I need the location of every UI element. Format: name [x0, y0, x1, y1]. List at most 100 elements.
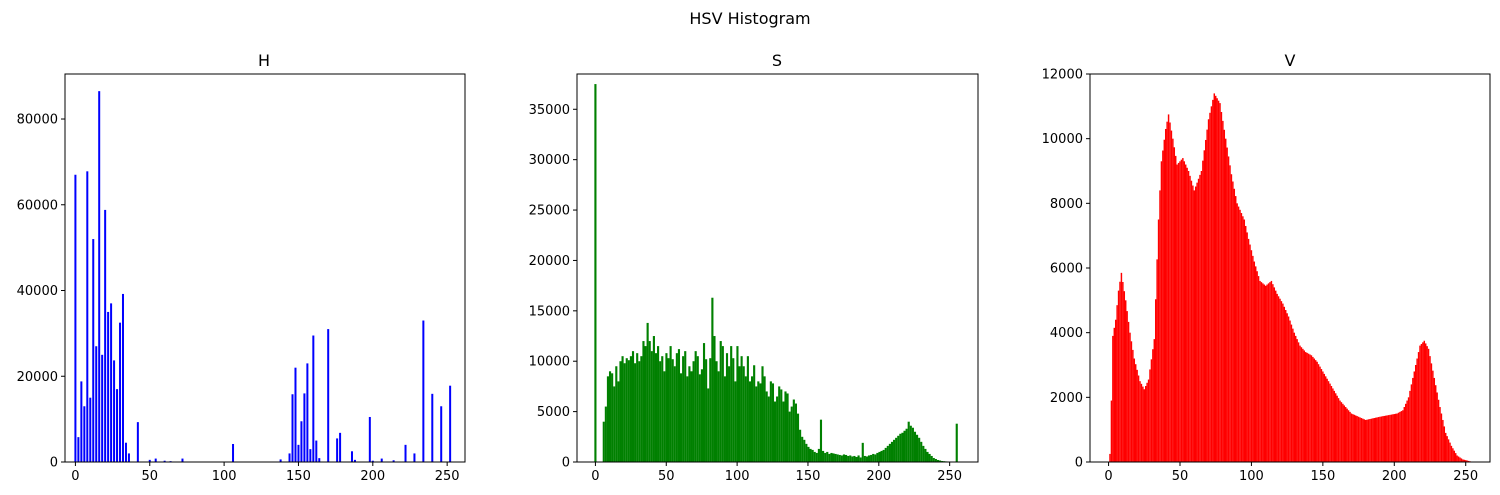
bar: [771, 383, 775, 462]
bar: [734, 381, 737, 462]
bar: [1146, 382, 1148, 462]
bar: [757, 381, 760, 462]
bar: [1429, 356, 1431, 462]
bar: [98, 91, 101, 463]
bar: [136, 422, 139, 462]
y-tick-label: 10000: [1042, 132, 1083, 147]
bar: [368, 416, 371, 462]
bar: [1247, 238, 1250, 462]
bar: [148, 459, 151, 462]
bar: [1289, 320, 1291, 462]
y-tick-label: 20000: [529, 254, 570, 269]
bar: [1413, 371, 1416, 462]
bar: [1397, 412, 1400, 462]
bar: [110, 303, 113, 462]
bar: [608, 371, 612, 462]
bar: [1164, 128, 1167, 462]
bar: [874, 454, 877, 462]
bar: [318, 458, 321, 462]
bar: [1197, 178, 1200, 462]
y-tick-label: 0: [1075, 456, 1083, 471]
bar: [1150, 359, 1153, 462]
bar: [778, 386, 781, 462]
bar: [1439, 407, 1441, 462]
bar: [1353, 414, 1356, 462]
bar: [107, 311, 110, 462]
bar: [1296, 339, 1298, 462]
bar: [1419, 345, 1421, 462]
bar: [928, 453, 931, 462]
bar: [1256, 271, 1258, 462]
bar: [1292, 328, 1294, 463]
bar: [897, 435, 900, 462]
bar: [811, 449, 814, 462]
bar: [1112, 335, 1114, 462]
bar: [782, 401, 785, 462]
bar: [1302, 348, 1304, 462]
bar: [753, 365, 756, 462]
bar: [1462, 459, 1464, 462]
bar: [1349, 411, 1351, 462]
bar: [629, 356, 632, 462]
bar: [721, 346, 724, 462]
bar: [1463, 459, 1466, 462]
bar: [1309, 354, 1311, 462]
bar: [1134, 364, 1137, 462]
bar: [1430, 363, 1433, 462]
bar: [1380, 416, 1383, 462]
bar: [696, 356, 699, 462]
bar: [1433, 377, 1436, 462]
bar: [886, 445, 889, 462]
bar: [751, 376, 754, 462]
bar: [1400, 411, 1403, 462]
panel-v-bars: [1109, 93, 1473, 463]
x-tick-label: 50: [141, 469, 158, 484]
bar: [1303, 350, 1306, 462]
bar: [1432, 370, 1434, 462]
bar: [659, 361, 662, 462]
bar: [916, 434, 919, 462]
bar: [853, 455, 856, 462]
bar: [1333, 390, 1336, 462]
bar: [688, 366, 691, 462]
bar: [1163, 139, 1166, 463]
bar: [1117, 290, 1120, 462]
bar: [422, 320, 425, 462]
bar: [679, 373, 683, 462]
bar: [813, 451, 816, 462]
bar: [124, 442, 127, 462]
bar: [1367, 419, 1370, 462]
bar: [1233, 188, 1236, 462]
bar: [799, 429, 802, 462]
bar: [181, 458, 184, 462]
bar: [74, 174, 77, 462]
bar: [867, 455, 871, 462]
bar: [449, 385, 452, 462]
bar: [861, 442, 864, 462]
bar: [119, 322, 122, 462]
bar: [767, 396, 770, 462]
bar: [1129, 332, 1131, 462]
panel-s-ticks: 0 50 100 150 200 250 0 5000 10000 15000 20000 25000…: [529, 103, 962, 484]
bar: [728, 366, 731, 462]
bar: [746, 356, 749, 462]
bar: [1346, 408, 1348, 462]
bar: [740, 356, 743, 462]
bar: [936, 459, 940, 462]
bar: [1356, 416, 1358, 462]
bar: [1312, 356, 1314, 462]
bar: [667, 358, 670, 462]
bar: [1314, 360, 1317, 462]
panel-v: V 0 50 100 150 200 250 0 2000 4000 6000 8000 10000 1…: [1042, 51, 1491, 484]
x-tick-label: 50: [658, 469, 675, 484]
bar: [1122, 282, 1124, 462]
bar: [801, 436, 804, 462]
y-tick-label: 20000: [17, 370, 58, 385]
bar: [736, 346, 739, 462]
bar: [1123, 291, 1126, 462]
bar: [1417, 352, 1420, 462]
bar: [1250, 250, 1253, 462]
panel-h: H 0 50 100 150 200 250 0 20000 40000 60000 80000: [17, 51, 466, 484]
bar: [922, 445, 925, 462]
bar: [790, 406, 793, 462]
